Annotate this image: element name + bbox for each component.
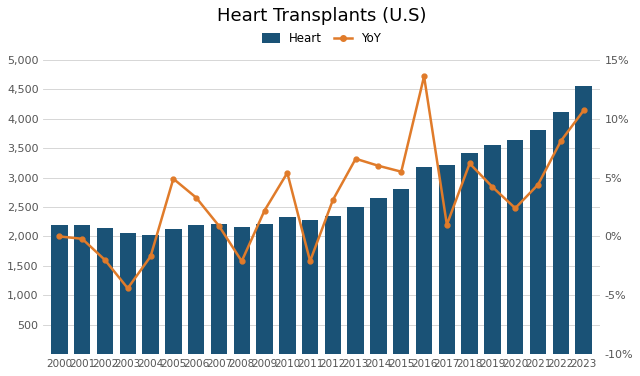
YoY (466, 161, 474, 166)
YoY (124, 286, 132, 291)
Bar (438, 165, 455, 354)
YoY (420, 74, 428, 79)
YoY (329, 198, 337, 202)
YoY (397, 170, 405, 174)
Bar (188, 225, 204, 354)
YoY (374, 164, 382, 168)
YoY (557, 139, 564, 143)
YoY (170, 176, 177, 181)
Bar (507, 140, 524, 354)
Bar (484, 145, 500, 354)
Bar (51, 225, 68, 354)
YoY (215, 224, 223, 228)
Title: Heart Transplants (U.S): Heart Transplants (U.S) (217, 7, 426, 25)
YoY (238, 259, 246, 264)
YoY (192, 196, 200, 200)
Bar (279, 217, 296, 354)
Bar (142, 235, 159, 354)
YoY (352, 156, 360, 161)
Legend: Heart, YoY: Heart, YoY (257, 27, 386, 50)
YoY (534, 182, 542, 187)
YoY (78, 237, 86, 241)
YoY (284, 171, 291, 175)
YoY (147, 254, 154, 259)
Bar (416, 167, 432, 354)
Bar (256, 224, 273, 354)
Line: YoY: YoY (57, 74, 586, 291)
YoY (101, 258, 109, 262)
YoY (488, 185, 496, 189)
YoY (260, 208, 268, 213)
Bar (120, 233, 136, 354)
YoY (443, 223, 451, 227)
YoY (307, 259, 314, 264)
Bar (461, 153, 478, 354)
Bar (211, 224, 227, 354)
YoY (511, 206, 519, 211)
Bar (348, 207, 364, 354)
Bar (97, 227, 113, 354)
Bar (552, 112, 569, 354)
Bar (371, 198, 387, 354)
Bar (393, 190, 410, 354)
Bar (234, 227, 250, 354)
Bar (324, 216, 341, 354)
Bar (165, 229, 182, 354)
Bar (302, 220, 318, 354)
Bar (74, 225, 90, 354)
YoY (56, 234, 63, 239)
Bar (575, 86, 592, 354)
Bar (530, 130, 546, 354)
YoY (580, 108, 588, 113)
